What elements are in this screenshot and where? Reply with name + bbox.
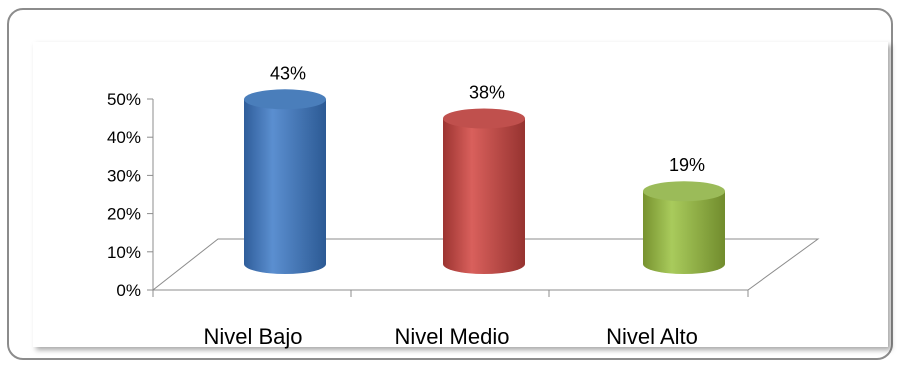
bars (244, 89, 725, 275)
data-label: 43% (270, 63, 306, 83)
bar-nivel-bajo (244, 89, 326, 274)
y-tick-label: 0% (116, 281, 141, 300)
y-tick-label: 20% (107, 205, 141, 224)
y-tick-label: 10% (107, 243, 141, 262)
bar-top (244, 89, 326, 110)
category-labels: Nivel Bajo Nivel Medio Nivel Alto (203, 324, 697, 349)
bar-body (643, 191, 725, 274)
data-label: 38% (469, 82, 505, 102)
y-tick-label: 30% (107, 166, 141, 185)
category-label: Nivel Medio (395, 324, 510, 349)
y-axis-ticks: 0% 10% 20% 30% 40% 50% (107, 90, 153, 300)
data-label: 19% (669, 155, 705, 175)
bar-top (443, 108, 525, 129)
x-axis-ticks (152, 290, 749, 297)
bar-body (244, 99, 326, 274)
bar-nivel-alto (643, 181, 725, 274)
y-tick-label: 40% (107, 128, 141, 147)
data-labels: 43% 38% 19% (270, 63, 705, 175)
y-tick-label: 50% (107, 90, 141, 109)
bar-nivel-medio (443, 108, 525, 275)
bar-body (443, 118, 525, 275)
bar-top (643, 181, 725, 202)
category-label: Nivel Bajo (203, 324, 302, 349)
category-label: Nivel Alto (606, 324, 698, 349)
